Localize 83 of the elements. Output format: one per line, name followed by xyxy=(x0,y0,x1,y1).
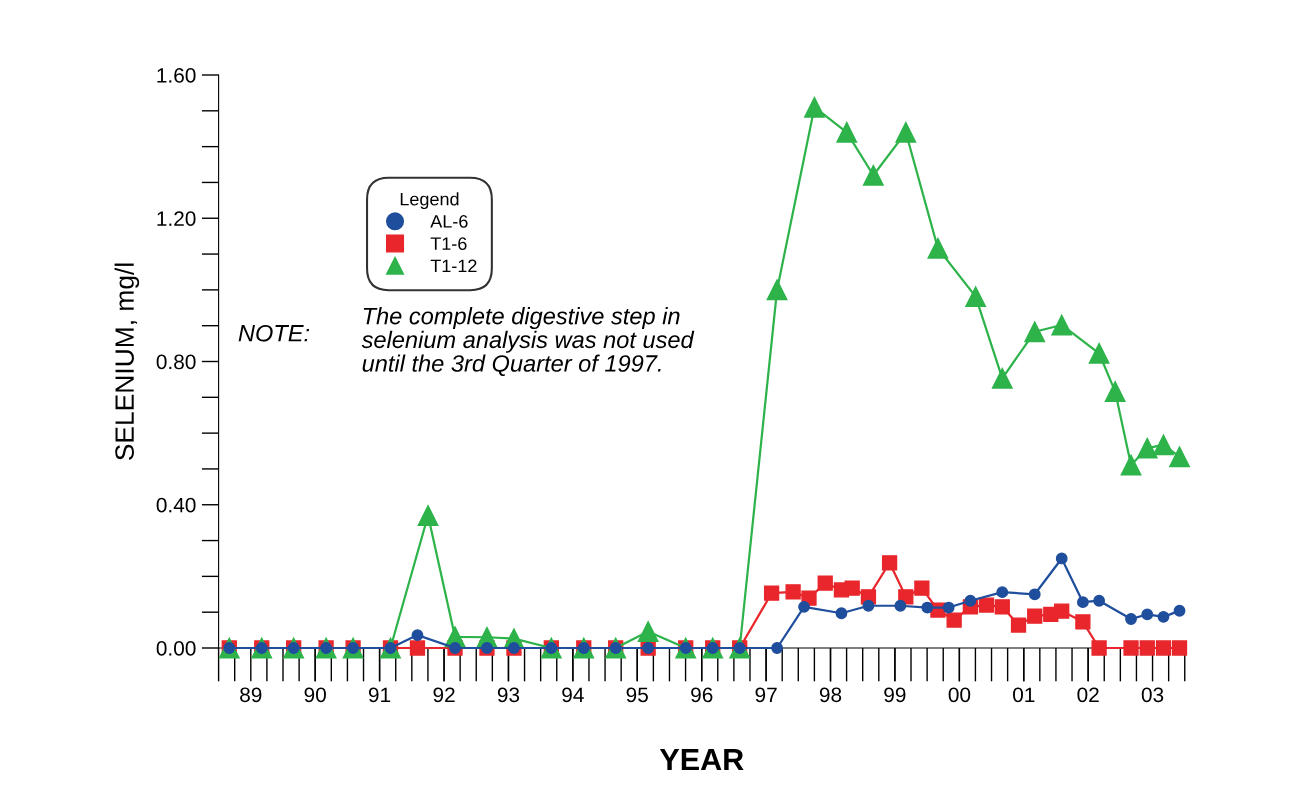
point xyxy=(835,607,848,620)
point xyxy=(946,612,962,628)
point xyxy=(1120,454,1142,476)
annotation: NOTE: xyxy=(238,324,310,342)
point xyxy=(862,164,884,186)
y-tick-label: 1.20 xyxy=(157,211,196,226)
x-axis-title: YEAR xyxy=(659,749,744,771)
point xyxy=(798,600,810,613)
point xyxy=(1173,604,1186,617)
point xyxy=(763,585,780,601)
point xyxy=(1139,640,1155,656)
point xyxy=(994,599,1010,615)
point xyxy=(1027,608,1043,624)
y-tick-label: 0.40 xyxy=(156,497,196,513)
y-tick-label: 1.60 xyxy=(157,68,196,83)
point xyxy=(1091,640,1107,656)
x-tick-label: 90 xyxy=(304,687,326,703)
point xyxy=(1054,603,1070,619)
annotation: The complete digestive step in selenium analysis was not used until the 3rd Quarter of 1997. xyxy=(361,307,695,377)
point xyxy=(411,629,424,642)
point xyxy=(914,580,930,596)
point xyxy=(1171,640,1188,656)
point xyxy=(921,601,934,614)
point xyxy=(1024,321,1046,343)
x-tick-label: 98 xyxy=(819,687,842,703)
point xyxy=(817,575,833,591)
point xyxy=(1104,381,1126,402)
legend-label: AL-6 xyxy=(430,215,468,228)
x-tick-label: 97 xyxy=(755,687,777,703)
point xyxy=(964,594,977,607)
point xyxy=(1028,588,1041,601)
x-tick-label: 03 xyxy=(1141,687,1164,703)
x-tick-label: 96 xyxy=(691,687,713,703)
x-tick-label: 01 xyxy=(1013,687,1035,703)
point xyxy=(771,642,783,654)
point xyxy=(1125,613,1137,625)
point xyxy=(1076,596,1089,609)
point xyxy=(881,555,898,571)
point xyxy=(862,599,875,612)
point xyxy=(766,279,788,301)
point xyxy=(978,597,995,613)
x-tick-label: 92 xyxy=(433,687,455,703)
legend-label: T1-6 xyxy=(430,237,467,251)
point xyxy=(991,367,1013,389)
point xyxy=(409,640,426,656)
point xyxy=(1157,610,1170,623)
x-tick-label: 99 xyxy=(884,687,906,703)
point xyxy=(894,599,907,612)
point xyxy=(1093,594,1106,607)
point xyxy=(895,121,917,143)
point xyxy=(927,237,949,259)
x-tick-label: 89 xyxy=(240,687,262,703)
point xyxy=(1123,640,1139,656)
legend-title: Legend xyxy=(400,192,459,210)
point xyxy=(1051,314,1073,336)
point xyxy=(836,121,858,143)
x-tick-label: 93 xyxy=(497,687,520,703)
x-tick-label: 94 xyxy=(562,687,584,703)
point xyxy=(1055,552,1068,565)
point xyxy=(1010,617,1027,633)
point xyxy=(1153,434,1174,456)
point xyxy=(1088,342,1110,364)
x-tick-label: 91 xyxy=(368,687,391,703)
y-tick-label: 0.00 xyxy=(156,641,196,656)
point xyxy=(1141,608,1154,621)
point xyxy=(1155,640,1172,656)
point xyxy=(804,96,825,118)
point xyxy=(844,580,860,596)
point xyxy=(637,621,659,642)
point xyxy=(996,586,1009,599)
y-tick-label: 0.80 xyxy=(156,354,196,370)
point xyxy=(942,601,955,614)
point xyxy=(1075,614,1091,630)
x-tick-label: 95 xyxy=(626,687,648,703)
point xyxy=(1169,446,1190,468)
point xyxy=(1136,437,1158,459)
y-axis-title: SELENIUM, mg/l xyxy=(114,263,140,461)
point xyxy=(417,505,439,526)
x-tick-label: 02 xyxy=(1077,687,1099,703)
legend-label: T1-12 xyxy=(430,259,477,273)
point xyxy=(965,286,987,308)
x-tick-label: 00 xyxy=(948,687,971,703)
point xyxy=(785,584,801,600)
